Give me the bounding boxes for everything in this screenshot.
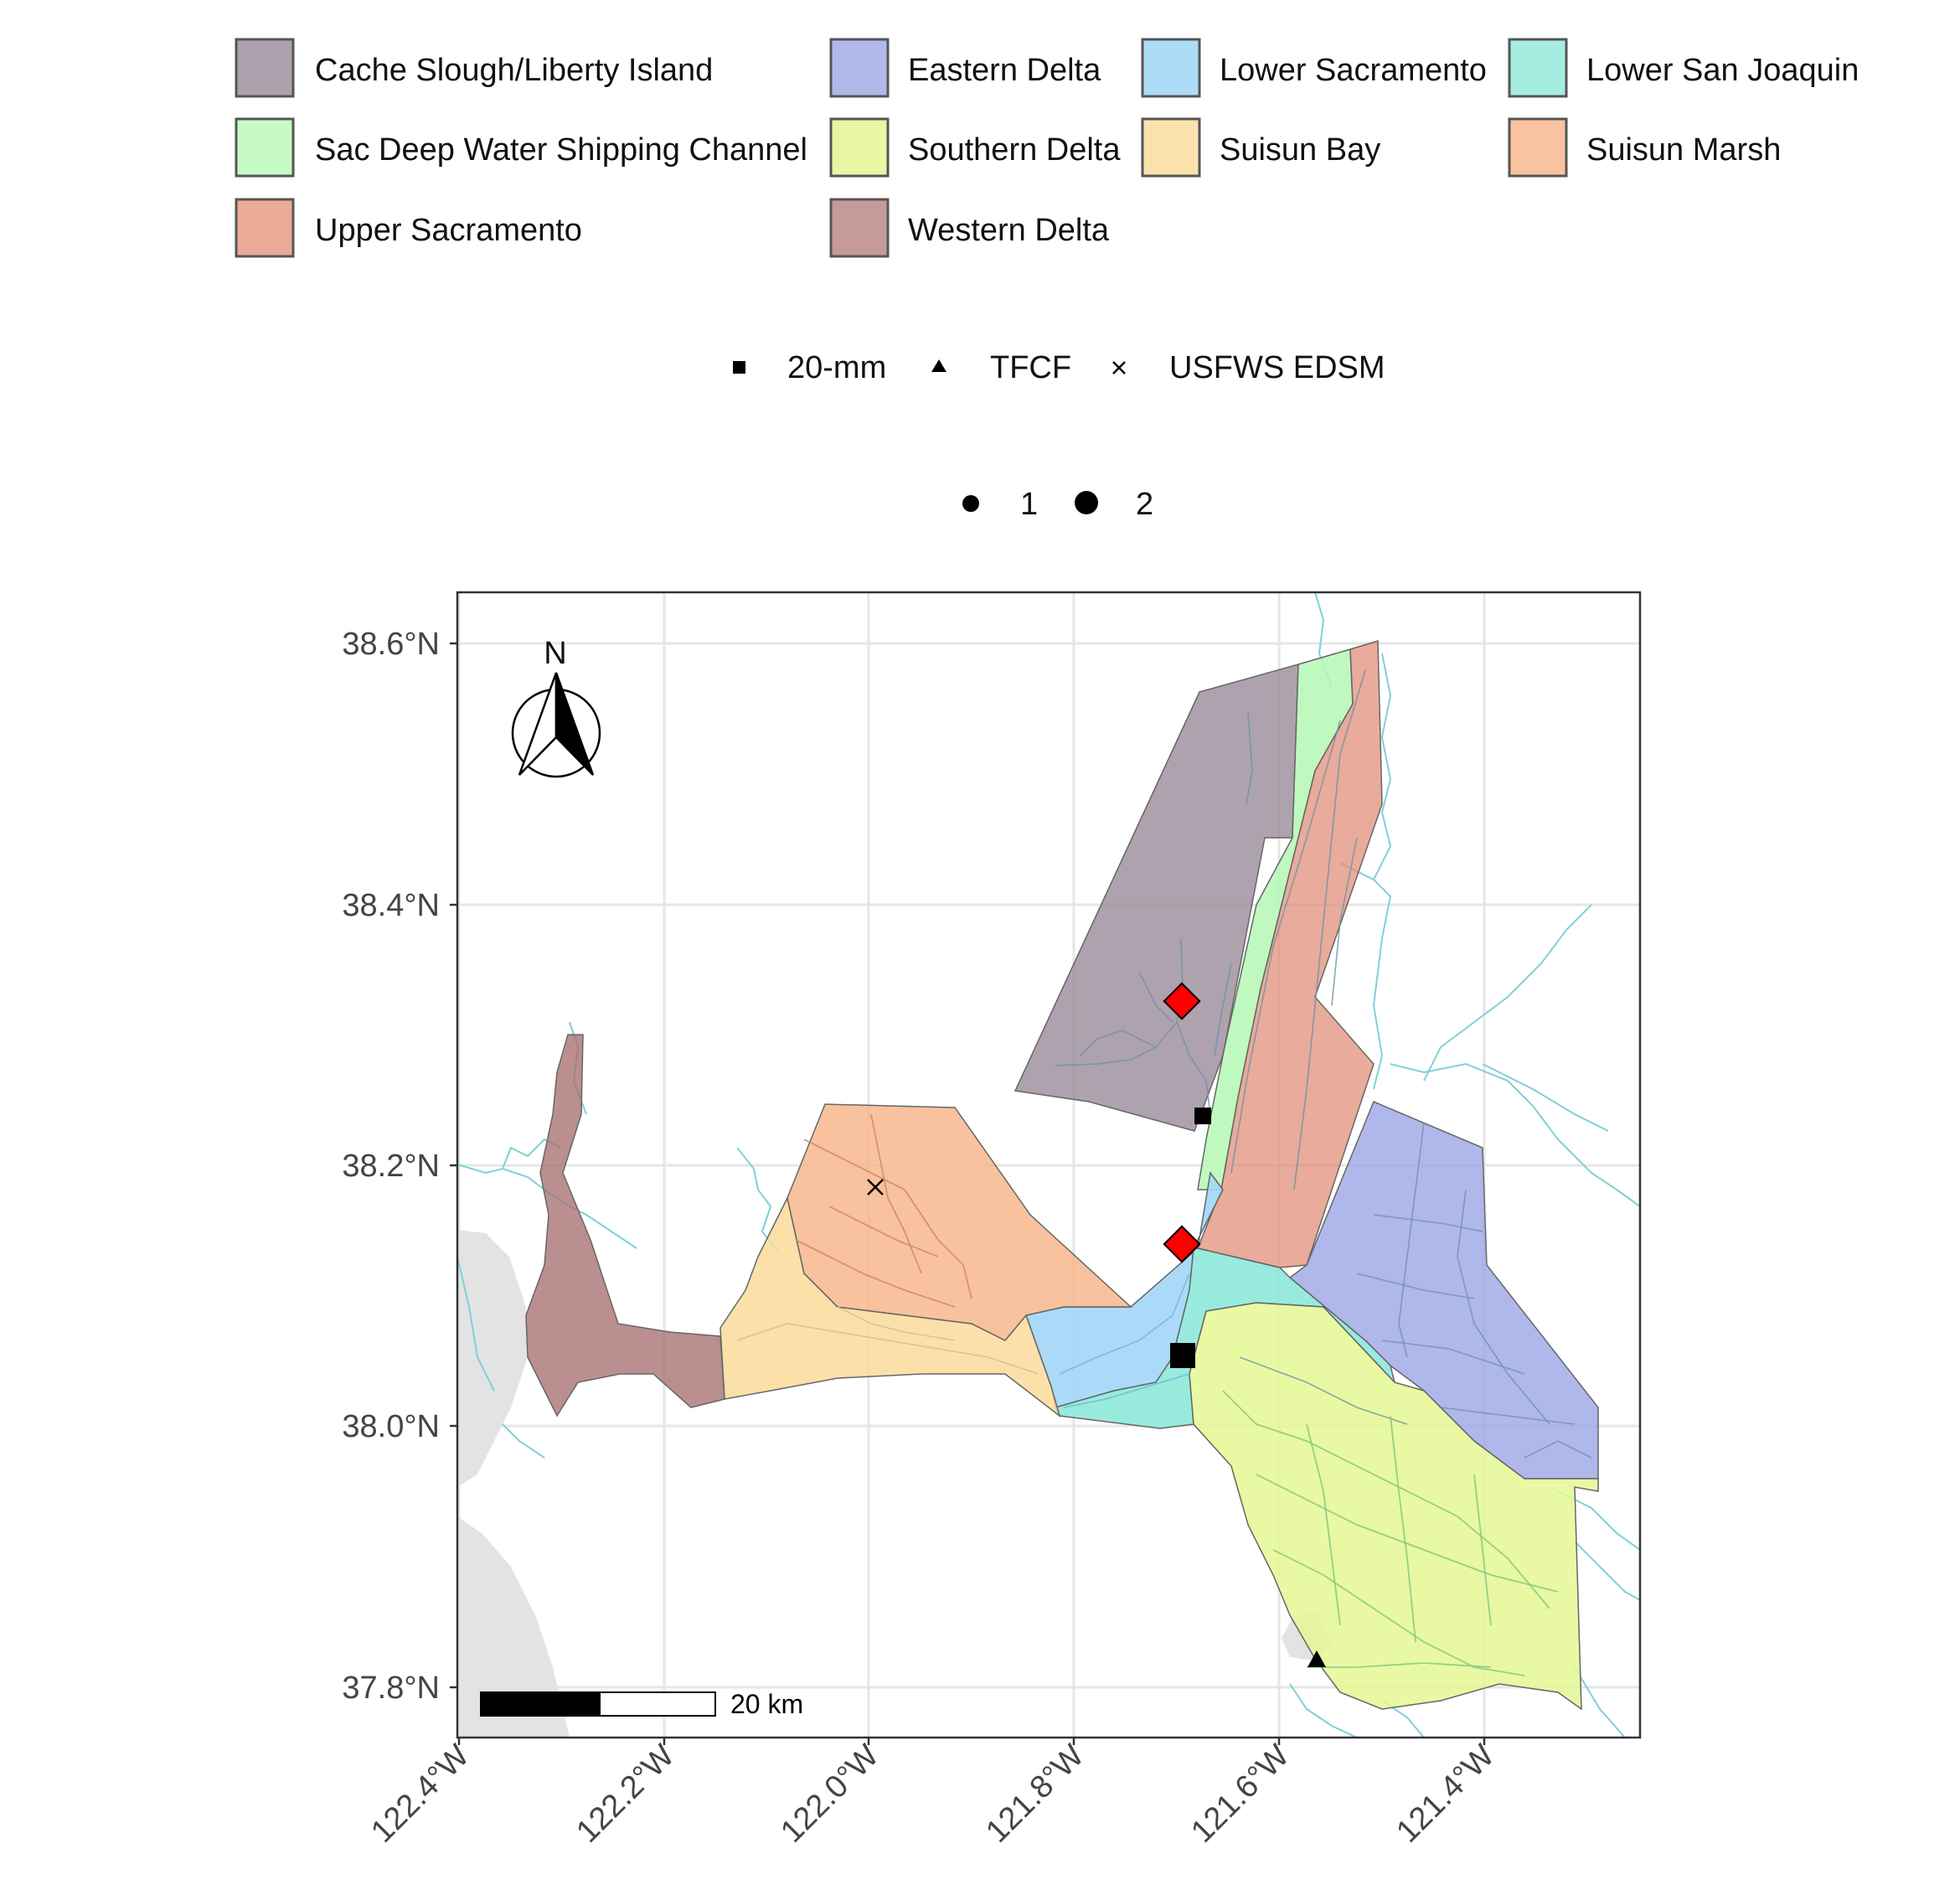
x-tick-label: 121.6°W <box>1184 1738 1296 1850</box>
legend-label-eastern-delta: Eastern Delta <box>908 53 1101 88</box>
legend-item-suisun-bay: Suisun Bay <box>1141 117 1380 178</box>
point-usfws-edsm <box>867 1179 884 1196</box>
legend-item-southern-delta: Southern Delta <box>829 117 1121 178</box>
legend-key-southern-delta <box>829 117 890 178</box>
legend-label-cache-slough: Cache Slough/Liberty Island <box>315 53 713 88</box>
legend-label-suisun-marsh: Suisun Marsh <box>1586 132 1781 168</box>
map-content <box>457 592 1640 1738</box>
legend-label-suisun-bay: Suisun Bay <box>1220 132 1380 168</box>
legend-label-tfcf: TFCF <box>990 350 1071 385</box>
map-points <box>867 982 1326 1667</box>
legend-item-lower-sacramento: Lower Sacramento <box>1141 38 1487 98</box>
x-tick-label: 121.4°W <box>1390 1738 1501 1850</box>
y-axis: 38.6°N 38.4°N 38.2°N 38.0°N 37.8°N <box>342 627 457 1706</box>
legend-key-sac-dwsc <box>235 117 295 178</box>
legend-label-sac-dwsc: Sac Deep Water Shipping Channel <box>315 132 807 168</box>
waterways <box>457 592 1640 1738</box>
region-southern-delta <box>1189 1302 1599 1711</box>
x-tick-label: 122.2°W <box>570 1738 681 1850</box>
region-western-delta <box>525 1034 725 1418</box>
y-tick-label: 37.8°N <box>342 1671 440 1706</box>
north-arrow-label: N <box>544 636 566 671</box>
red-diamond-marker <box>1163 982 1201 1020</box>
legend-label-western-delta: Western Delta <box>908 213 1110 248</box>
legend-label-size-2: 2 <box>1136 487 1153 522</box>
scale-bar-black <box>480 1691 601 1717</box>
legend-key-cache-slough <box>235 38 295 98</box>
legend-item-eastern-delta: Eastern Delta <box>829 38 1101 98</box>
legend-label-southern-delta: Southern Delta <box>908 132 1121 168</box>
north-arrow-right <box>554 672 595 776</box>
legend-item-lower-san-joaquin: Lower San Joaquin <box>1508 38 1859 98</box>
scale-bar-label: 20 km <box>730 1689 803 1719</box>
point-tfcf <box>1308 1650 1326 1667</box>
legend-item-upper-sacramento: Upper Sacramento <box>235 198 582 258</box>
y-tick-label: 38.2°N <box>342 1149 440 1184</box>
region-waterways <box>1055 669 1592 1459</box>
suisun-bay-shoals <box>736 1306 1039 1375</box>
survey-legend: 20-mm TFCF USFWS EDSM <box>733 350 1385 385</box>
legend-label-20mm: 20-mm <box>787 350 886 385</box>
suisun-channels <box>795 1113 972 1308</box>
legend-item-western-delta: Western Delta <box>829 198 1110 258</box>
legend-key-size-1 <box>962 495 979 512</box>
point-20mm-size-2 <box>1170 1343 1195 1368</box>
legend-key-eastern-delta <box>829 38 890 98</box>
legend-key-lower-sacramento <box>1141 38 1201 98</box>
region-suisun-marsh <box>787 1103 1132 1341</box>
y-tick-label: 38.0°N <box>342 1409 440 1444</box>
scale-bar: 20 km <box>480 1689 803 1719</box>
legend-key-suisun-marsh <box>1508 117 1568 178</box>
legend-key-size-2 <box>1075 491 1098 514</box>
delta-channels <box>1222 1390 1559 1676</box>
legend-label-lower-sacramento: Lower Sacramento <box>1220 53 1487 88</box>
legend-label-upper-sacramento: Upper Sacramento <box>315 213 582 248</box>
x-tick-label: 122.0°W <box>774 1738 885 1850</box>
legend-key-upper-sacramento <box>235 198 295 258</box>
y-tick-label: 38.6°N <box>342 627 440 662</box>
north-arrow: N <box>511 636 601 778</box>
legend-label-lower-san-joaquin: Lower San Joaquin <box>1586 53 1859 88</box>
scale-bar-white <box>599 1691 716 1717</box>
x-tick-label: 121.8°W <box>979 1738 1091 1850</box>
point-20mm-size-1 <box>1194 1108 1211 1124</box>
size-legend: 1 2 <box>962 487 1153 522</box>
legend-item-suisun-marsh: Suisun Marsh <box>1508 117 1781 178</box>
regions <box>525 639 1599 1711</box>
legend-item-cache-slough: Cache Slough/Liberty Island <box>235 38 713 98</box>
x-tick-label: 122.4°W <box>364 1738 476 1850</box>
legend-label-usfws-edsm: USFWS EDSM <box>1169 350 1385 385</box>
x-axis: 122.4°W 122.2°W 122.0°W 121.8°W 121.6°W … <box>364 1738 1501 1850</box>
legend-key-lower-san-joaquin <box>1508 38 1568 98</box>
legend-label-size-1: 1 <box>1020 487 1038 522</box>
legend-key-20mm <box>733 361 745 374</box>
legend-key-usfws-edsm <box>1112 361 1126 374</box>
y-tick-label: 38.4°N <box>342 888 440 923</box>
legend-key-suisun-bay <box>1141 117 1201 178</box>
lower-sac-channels <box>1059 1273 1190 1408</box>
legend-key-tfcf <box>931 359 946 372</box>
red-diamond-marker <box>1163 1225 1201 1263</box>
legend-item-sac-dwsc: Sac Deep Water Shipping Channel <box>235 117 807 178</box>
region-legend: Cache Slough/Liberty Island Eastern Delt… <box>235 38 1859 258</box>
legend-key-western-delta <box>829 198 890 258</box>
